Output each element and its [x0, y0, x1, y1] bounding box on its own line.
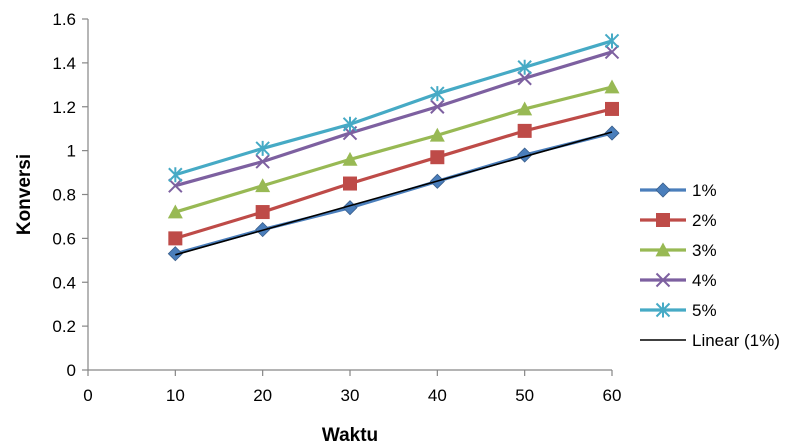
marker-triangle — [604, 79, 620, 94]
axes: 0 0.2 0.4 0.6 0.8 1 1.2 1.4 1.6 0 10 20 30 40 50 60 Wakt… — [14, 10, 621, 446]
marker-asterisk — [517, 59, 532, 75]
marker-diamond — [655, 182, 671, 198]
trendline — [175, 131, 613, 256]
marker-diamond — [604, 125, 620, 141]
y-tick-label: 0 — [67, 361, 76, 380]
legend-item-2: 2% — [640, 211, 717, 230]
series-line — [174, 85, 613, 214]
marker-triangle — [655, 242, 671, 257]
y-tick-label: 1.6 — [52, 10, 76, 29]
y-tick-label: 0.6 — [52, 229, 76, 248]
marker-asterisk — [604, 33, 620, 49]
marker-square — [255, 205, 270, 220]
marker-x — [604, 44, 620, 60]
marker-square — [430, 150, 445, 165]
marker-square — [517, 123, 532, 138]
marker-asterisk — [342, 116, 358, 132]
y-tick-label: 0.4 — [52, 273, 76, 292]
marker-x — [168, 178, 183, 193]
y-tick-label: 0.8 — [52, 186, 76, 205]
legend-item-1: 1% — [640, 181, 717, 200]
legend-label: Linear (1%) — [692, 331, 780, 350]
marker-triangle — [167, 204, 183, 219]
series-3 — [167, 79, 620, 219]
x-axis-title: Waktu — [322, 425, 378, 446]
marker-triangle — [255, 178, 271, 193]
series-line — [174, 50, 613, 188]
legend-item-trendline: Linear (1%) — [640, 331, 780, 350]
legend-item-5: 5% — [640, 301, 717, 320]
series-2 — [168, 101, 619, 246]
x-tick-label: 10 — [166, 386, 185, 405]
marker-x — [655, 272, 671, 288]
x-tick-label: 60 — [603, 386, 622, 405]
legend-item-4: 4% — [640, 271, 717, 290]
legend-label: 1% — [692, 181, 717, 200]
marker-square — [343, 176, 357, 191]
y-axis-title: Konversi — [14, 154, 35, 235]
marker-square — [168, 231, 183, 246]
x-tick-label: 0 — [83, 386, 92, 405]
marker-asterisk — [168, 167, 183, 183]
legend: 1% 2% 3% 4% 5% Linear (1%) — [640, 181, 780, 350]
series-layer — [167, 33, 620, 262]
series-line — [174, 107, 613, 240]
x-tick-label: 20 — [253, 386, 272, 405]
y-tick-label: 0.2 — [52, 317, 76, 336]
marker-triangle — [342, 151, 358, 166]
x-tick-label: 40 — [428, 386, 447, 405]
marker-asterisk — [430, 86, 445, 102]
y-tick-label: 1.4 — [52, 54, 76, 73]
x-tick-label: 30 — [341, 386, 360, 405]
series-4 — [168, 44, 620, 193]
y-tick-label: 1.2 — [52, 98, 76, 117]
legend-label: 3% — [692, 241, 717, 260]
marker-asterisk — [255, 140, 270, 156]
y-tick-label: 1 — [67, 142, 76, 161]
legend-label: 2% — [692, 211, 717, 230]
x-tick-label: 50 — [515, 386, 534, 405]
legend-item-3: 3% — [640, 241, 717, 260]
marker-diamond — [167, 246, 183, 262]
legend-label: 5% — [692, 301, 717, 320]
marker-triangle — [429, 127, 445, 142]
legend-label: 4% — [692, 271, 717, 290]
series-line — [174, 39, 613, 177]
marker-x — [430, 99, 445, 114]
marker-x — [255, 154, 270, 169]
marker-diamond — [517, 147, 533, 163]
series-5 — [168, 33, 620, 183]
marker-x — [517, 71, 532, 86]
marker-square — [605, 101, 619, 116]
marker-triangle — [517, 101, 533, 116]
marker-asterisk — [655, 302, 671, 318]
marker-square — [656, 213, 670, 227]
